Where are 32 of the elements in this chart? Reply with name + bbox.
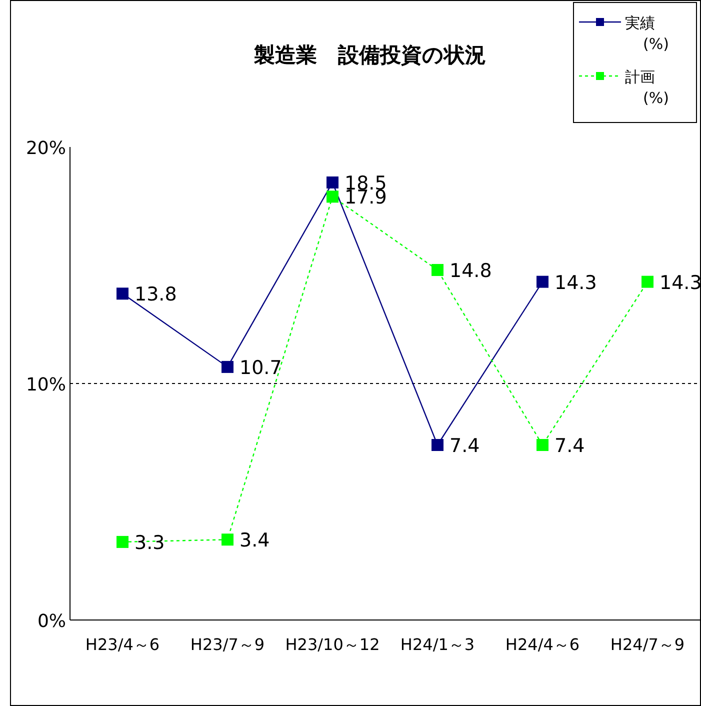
point xyxy=(326,190,338,203)
x-tick-label: H23/4～6 xyxy=(85,635,160,654)
point xyxy=(326,176,338,188)
x-tick-label: H23/10～12 xyxy=(285,635,380,654)
data-label: 7.4 xyxy=(450,434,480,457)
chart-title: 製造業 設備投資の状況 xyxy=(253,43,486,67)
data-label: 14.8 xyxy=(450,260,492,282)
x-tick-label: H24/7～9 xyxy=(610,635,685,654)
legend-label: 計画(%) xyxy=(625,68,669,107)
data-label: 14.3 xyxy=(660,272,701,294)
data-label: 3.3 xyxy=(134,532,165,554)
data-label: 13.8 xyxy=(134,284,177,306)
data-label: 7.4 xyxy=(554,434,585,457)
x-tick-label: H24/4～6 xyxy=(505,635,580,654)
data-label: 10.7 xyxy=(240,356,282,379)
point xyxy=(222,360,234,373)
data-label: 14.3 xyxy=(554,272,597,294)
x-tick-label: H24/1～3 xyxy=(400,635,475,654)
point xyxy=(432,264,444,276)
point xyxy=(116,536,128,548)
point xyxy=(222,534,234,546)
point xyxy=(116,288,128,300)
data-label: 3.4 xyxy=(240,530,270,552)
legend-label: 実績(%) xyxy=(625,14,669,53)
y-tick-label: 10% xyxy=(26,374,66,396)
point xyxy=(536,438,548,451)
y-tick-label: 20% xyxy=(26,138,66,159)
point xyxy=(432,438,444,451)
y-tick-label: 0% xyxy=(37,611,66,632)
x-tick-label: H23/7～9 xyxy=(190,635,265,654)
point xyxy=(642,276,654,288)
point xyxy=(536,276,548,288)
